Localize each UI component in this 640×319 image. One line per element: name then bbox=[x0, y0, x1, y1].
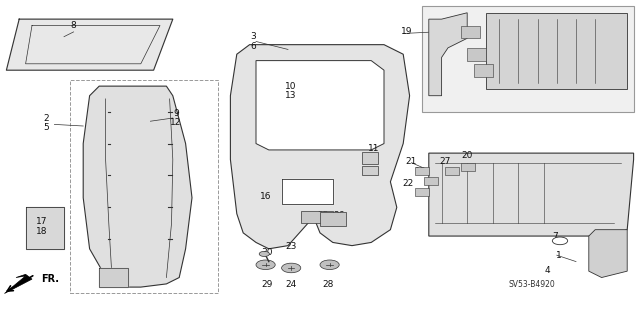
Bar bbox=[362, 152, 378, 164]
Text: 17: 17 bbox=[36, 217, 47, 226]
Bar bbox=[362, 166, 378, 175]
Text: FR.: FR. bbox=[42, 274, 60, 284]
Bar bbox=[445, 167, 459, 175]
Circle shape bbox=[259, 251, 269, 256]
Text: 8: 8 bbox=[71, 21, 76, 30]
PathPatch shape bbox=[589, 230, 627, 278]
Text: 1: 1 bbox=[556, 251, 561, 260]
PathPatch shape bbox=[83, 86, 192, 287]
Text: 9: 9 bbox=[173, 109, 179, 118]
Text: 15: 15 bbox=[415, 167, 427, 176]
Text: 4: 4 bbox=[545, 266, 550, 275]
Text: 11: 11 bbox=[368, 144, 380, 153]
Text: 21: 21 bbox=[406, 157, 417, 166]
PathPatch shape bbox=[4, 274, 32, 293]
Text: 23: 23 bbox=[285, 242, 297, 251]
Text: 13: 13 bbox=[285, 91, 297, 100]
Text: SV53-B4920: SV53-B4920 bbox=[509, 280, 556, 289]
PathPatch shape bbox=[422, 6, 634, 112]
Text: 24: 24 bbox=[285, 280, 296, 289]
Text: 30: 30 bbox=[262, 248, 273, 256]
Text: 28: 28 bbox=[323, 280, 334, 289]
PathPatch shape bbox=[429, 153, 634, 236]
Circle shape bbox=[552, 237, 568, 245]
Text: 25: 25 bbox=[317, 211, 329, 220]
Bar bbox=[474, 64, 493, 77]
Text: 2: 2 bbox=[44, 114, 49, 122]
Bar bbox=[467, 48, 486, 61]
Polygon shape bbox=[99, 268, 128, 287]
Text: 5: 5 bbox=[44, 123, 49, 132]
Bar bbox=[320, 212, 346, 226]
Text: 19: 19 bbox=[401, 27, 412, 36]
Polygon shape bbox=[6, 19, 173, 70]
Bar bbox=[424, 177, 438, 185]
PathPatch shape bbox=[230, 45, 410, 249]
Text: 27: 27 bbox=[440, 157, 451, 166]
Text: 6: 6 bbox=[250, 42, 255, 51]
Polygon shape bbox=[26, 207, 64, 249]
Text: 7: 7 bbox=[553, 232, 558, 241]
Bar bbox=[70, 80, 218, 293]
Text: 3: 3 bbox=[250, 32, 255, 41]
Text: 10: 10 bbox=[285, 82, 297, 91]
Text: 18: 18 bbox=[36, 227, 47, 236]
Text: 16: 16 bbox=[260, 192, 271, 201]
Circle shape bbox=[282, 263, 301, 273]
PathPatch shape bbox=[486, 13, 627, 89]
Text: 20: 20 bbox=[461, 151, 473, 160]
Text: 12: 12 bbox=[170, 118, 182, 127]
Text: 26: 26 bbox=[333, 211, 345, 220]
Bar bbox=[415, 167, 429, 175]
Text: 29: 29 bbox=[262, 280, 273, 289]
Text: 22: 22 bbox=[403, 179, 414, 188]
PathPatch shape bbox=[429, 13, 467, 96]
Bar bbox=[461, 163, 475, 171]
Text: 14: 14 bbox=[368, 153, 380, 162]
Bar bbox=[301, 211, 333, 223]
PathPatch shape bbox=[256, 61, 384, 150]
Circle shape bbox=[256, 260, 275, 270]
Bar bbox=[415, 188, 429, 196]
Bar bbox=[461, 26, 480, 38]
Polygon shape bbox=[282, 179, 333, 204]
Circle shape bbox=[320, 260, 339, 270]
